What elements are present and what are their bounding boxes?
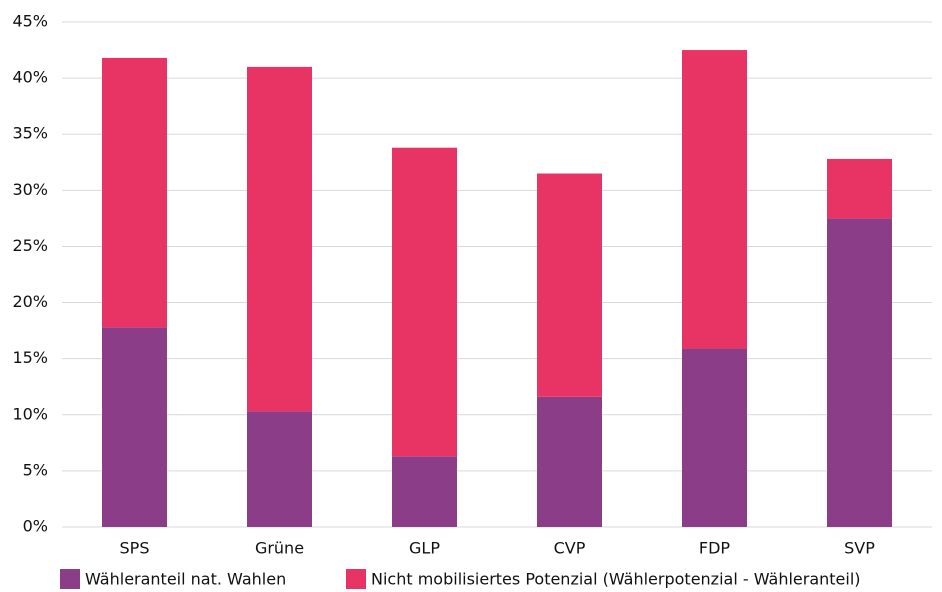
bar-segment [247,411,312,527]
legend-swatch [60,569,80,589]
bar-segment [682,50,747,349]
x-tick-label: GLP [409,539,440,558]
legend-swatch [346,569,366,589]
bar-segment [102,327,167,527]
legend-label: Nicht mobilisiertes Potenzial (Wählerpot… [371,570,861,589]
bar-segment [247,66,312,412]
bar-segment [827,218,892,527]
bar-segment [102,57,167,328]
y-tick-label: 10% [12,404,48,423]
y-tick-label: 25% [12,236,48,255]
bar-segment [537,396,602,527]
y-tick-label: 0% [23,517,48,536]
y-tick-label: 45% [12,12,48,31]
legend-label: Wähleranteil nat. Wahlen [85,570,286,589]
x-tick-label: SVP [844,539,875,558]
x-tick-label: FDP [699,539,731,558]
x-tick-label: CVP [554,539,586,558]
y-tick-label: 30% [12,180,48,199]
y-tick-label: 40% [12,68,48,87]
x-tick-label: SPS [120,539,150,558]
bar-segment [827,158,892,219]
bar-segment [392,147,457,457]
x-tick-label: Grüne [255,539,304,558]
bar-segment [682,348,747,527]
y-tick-label: 5% [23,460,48,479]
y-tick-label: 15% [12,348,48,367]
bar-segment [537,173,602,397]
y-tick-label: 20% [12,292,48,311]
y-tick-label: 35% [12,124,48,143]
bar-segment [392,456,457,527]
